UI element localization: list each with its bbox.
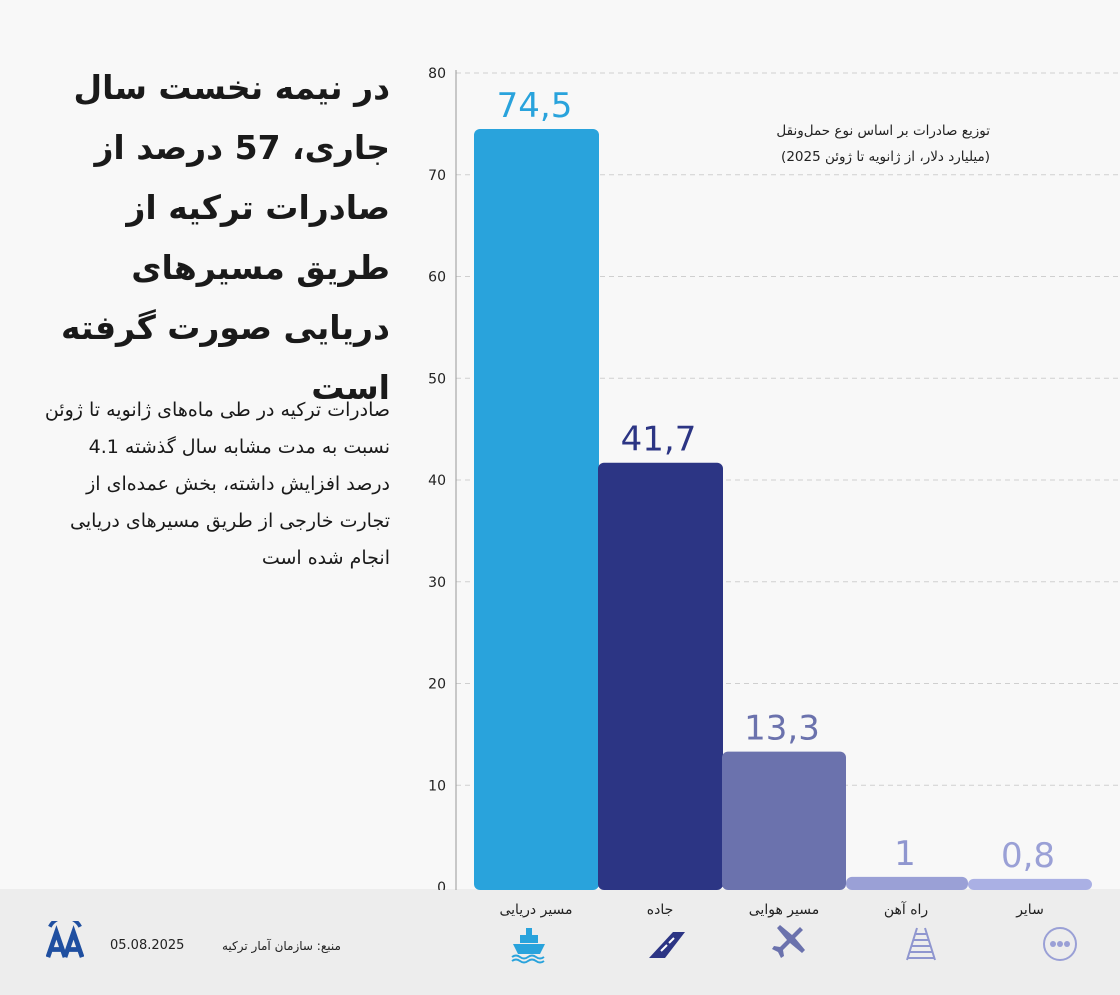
category-label: مسیر دریایی: [499, 902, 573, 918]
source-note: منبع: سازمان آمار ترکیه: [222, 939, 341, 953]
headline: در نیمه نخست سال جاری، 57 درصد از صادرات…: [60, 68, 390, 407]
chart-title: توزیع صادرات بر اساس نوع حمل‌ونقل: [776, 123, 990, 139]
category-label: سایر: [1016, 902, 1044, 918]
bar-chart: 0 10 20 30 40 50 60 70 80 74,5 41,7 13,3 1 0,8: [428, 66, 1120, 890]
y-tick-label: 0: [437, 880, 446, 890]
publish-date: 05.08.2025: [110, 938, 185, 953]
data-label: 0,8: [1001, 836, 1055, 876]
y-tick-label: 10: [428, 778, 446, 794]
data-label: 41,7: [621, 420, 697, 460]
y-tick-label: 70: [428, 168, 446, 184]
y-tick-label: 30: [428, 575, 446, 591]
y-tick-label: 50: [428, 371, 446, 387]
category-label: جاده: [646, 902, 674, 918]
chart-value-labels: 74,5 41,7 13,3 1 0,8: [497, 86, 1055, 876]
chart-subtitle: (میلیارد دلار، از ژانویه تا ژوئن 2025): [781, 149, 990, 165]
data-label: 13,3: [744, 709, 820, 749]
body-text: صادرات ترکیه در طی ماه‌های ژانویه تا ژوئ…: [44, 399, 390, 569]
data-label: 1: [894, 834, 916, 874]
bar: [968, 878, 1092, 890]
bar: [598, 462, 723, 890]
y-tick-label: 20: [428, 677, 446, 693]
bar: [722, 751, 846, 890]
y-tick-label: 80: [428, 66, 446, 82]
data-label: 74,5: [497, 86, 573, 126]
y-tick-label: 60: [428, 270, 446, 286]
more-icon: [1043, 927, 1077, 961]
chart-bars: [474, 128, 1092, 890]
road-icon: [649, 932, 685, 958]
bar: [846, 876, 968, 890]
railway-icon: [906, 927, 936, 961]
airplane-icon: [772, 925, 805, 958]
footer-bar: [0, 889, 1120, 995]
y-tick-label: 40: [428, 473, 446, 489]
ship-icon: [511, 928, 545, 964]
aa-logo: [46, 921, 84, 958]
category-label: مسیر هوایی: [748, 902, 820, 918]
bar: [474, 128, 599, 890]
category-label: راه آهن: [883, 902, 929, 918]
chart-subtitle-block: توزیع صادرات بر اساس نوع حمل‌ونقل (میلیا…: [700, 118, 990, 170]
